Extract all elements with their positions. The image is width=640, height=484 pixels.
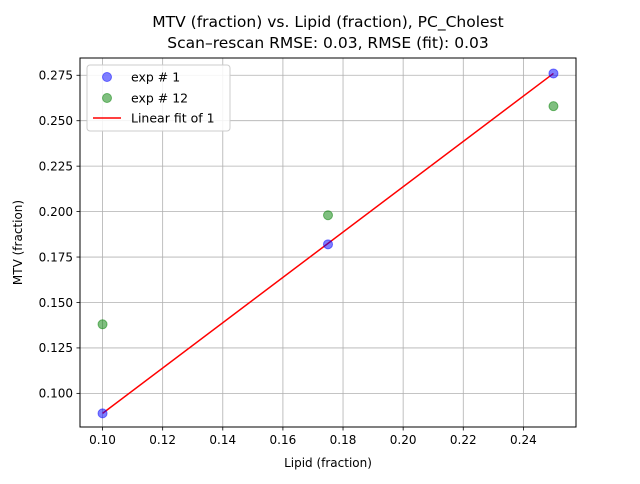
plot-frame: [79, 57, 577, 428]
legend-box: [86, 64, 231, 132]
x-tick-label: 0.20: [390, 433, 417, 447]
legend: exp # 1 exp # 12 Linear fit of 1: [86, 64, 231, 132]
legend-marker-exp-1: [102, 72, 112, 82]
x-tick-label: 0.10: [89, 433, 116, 447]
x-axis-ticks: 0.10 0.12 0.14 0.16 0.18 0.20 0.22 0.24: [89, 427, 537, 447]
data-point-series-0: [97, 408, 108, 419]
y-tick-label: 0.175: [39, 250, 73, 264]
y-tick-label: 0.100: [39, 387, 73, 401]
x-tick-label: 0.18: [330, 433, 357, 447]
y-tick-label: 0.200: [39, 205, 73, 219]
data-point-series-1: [323, 210, 333, 221]
data-point-series-0: [548, 68, 559, 79]
y-tick-label: 0.275: [39, 69, 73, 83]
legend-marker-exp-12: [102, 93, 112, 103]
y-tick-label: 0.250: [39, 114, 73, 128]
data-point-series-1: [97, 319, 108, 330]
x-tick-label: 0.24: [510, 433, 537, 447]
x-tick-label: 0.16: [270, 433, 297, 447]
x-tick-label: 0.22: [450, 433, 477, 447]
points-layer: [97, 68, 559, 419]
data-point-series-0: [323, 239, 333, 250]
y-tick-label: 0.125: [39, 341, 73, 355]
chart-title: MTV (fraction) vs. Lipid (fraction), PC_…: [152, 13, 503, 32]
y-axis-ticks: 0.100 0.125 0.150 0.175 0.200 0.225 0.250 0.275: [39, 69, 80, 401]
legend-label-exp-1: exp # 1: [131, 70, 180, 85]
x-tick-label: 0.12: [149, 433, 176, 447]
y-tick-label: 0.150: [39, 296, 73, 310]
data-point-series-1: [548, 101, 559, 112]
y-axis-label: MTV (fraction): [11, 200, 25, 285]
x-tick-label: 0.14: [209, 433, 236, 447]
chart-subtitle: Scan–rescan RMSE: 0.03, RMSE (fit): 0.03: [167, 34, 488, 52]
legend-label-exp-12: exp # 12: [131, 91, 188, 106]
legend-label-fit: Linear fit of 1: [131, 111, 215, 126]
x-axis-label: Lipid (fraction): [284, 456, 372, 470]
y-tick-label: 0.225: [39, 159, 73, 173]
